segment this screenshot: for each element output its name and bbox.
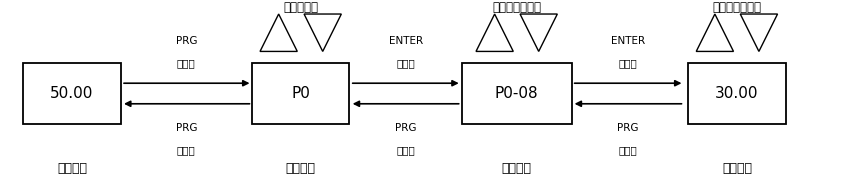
Text: 确认键: 确认键 <box>618 59 637 69</box>
Text: 编程键: 编程键 <box>618 145 637 156</box>
Text: 确认键: 确认键 <box>396 59 415 69</box>
Text: P0-08: P0-08 <box>495 86 539 101</box>
FancyBboxPatch shape <box>24 63 121 124</box>
Text: 三级菜单: 三级菜单 <box>722 162 752 175</box>
Text: 编程键: 编程键 <box>396 145 415 156</box>
FancyBboxPatch shape <box>462 63 572 124</box>
Text: 零级菜单: 零级菜单 <box>57 162 87 175</box>
Text: PRG: PRG <box>395 123 417 133</box>
Text: 二级菜单: 二级菜单 <box>501 162 532 175</box>
Text: 改变参数组: 改变参数组 <box>283 1 318 14</box>
Text: ENTER: ENTER <box>389 36 423 46</box>
Text: 改变功能参数号: 改变功能参数号 <box>492 1 541 14</box>
Text: 30.00: 30.00 <box>715 86 759 101</box>
Text: 50.00: 50.00 <box>50 86 94 101</box>
Text: 编程键: 编程键 <box>177 59 196 69</box>
FancyBboxPatch shape <box>689 63 786 124</box>
Text: PRG: PRG <box>175 123 197 133</box>
Text: 编程键: 编程键 <box>177 145 196 156</box>
FancyBboxPatch shape <box>252 63 350 124</box>
Text: PRG: PRG <box>617 123 639 133</box>
Text: P0: P0 <box>291 86 310 101</box>
Text: 改变功能参数值: 改变功能参数值 <box>712 1 761 14</box>
Text: ENTER: ENTER <box>611 36 645 46</box>
Text: PRG: PRG <box>175 36 197 46</box>
Text: 一级菜单: 一级菜单 <box>285 162 316 175</box>
